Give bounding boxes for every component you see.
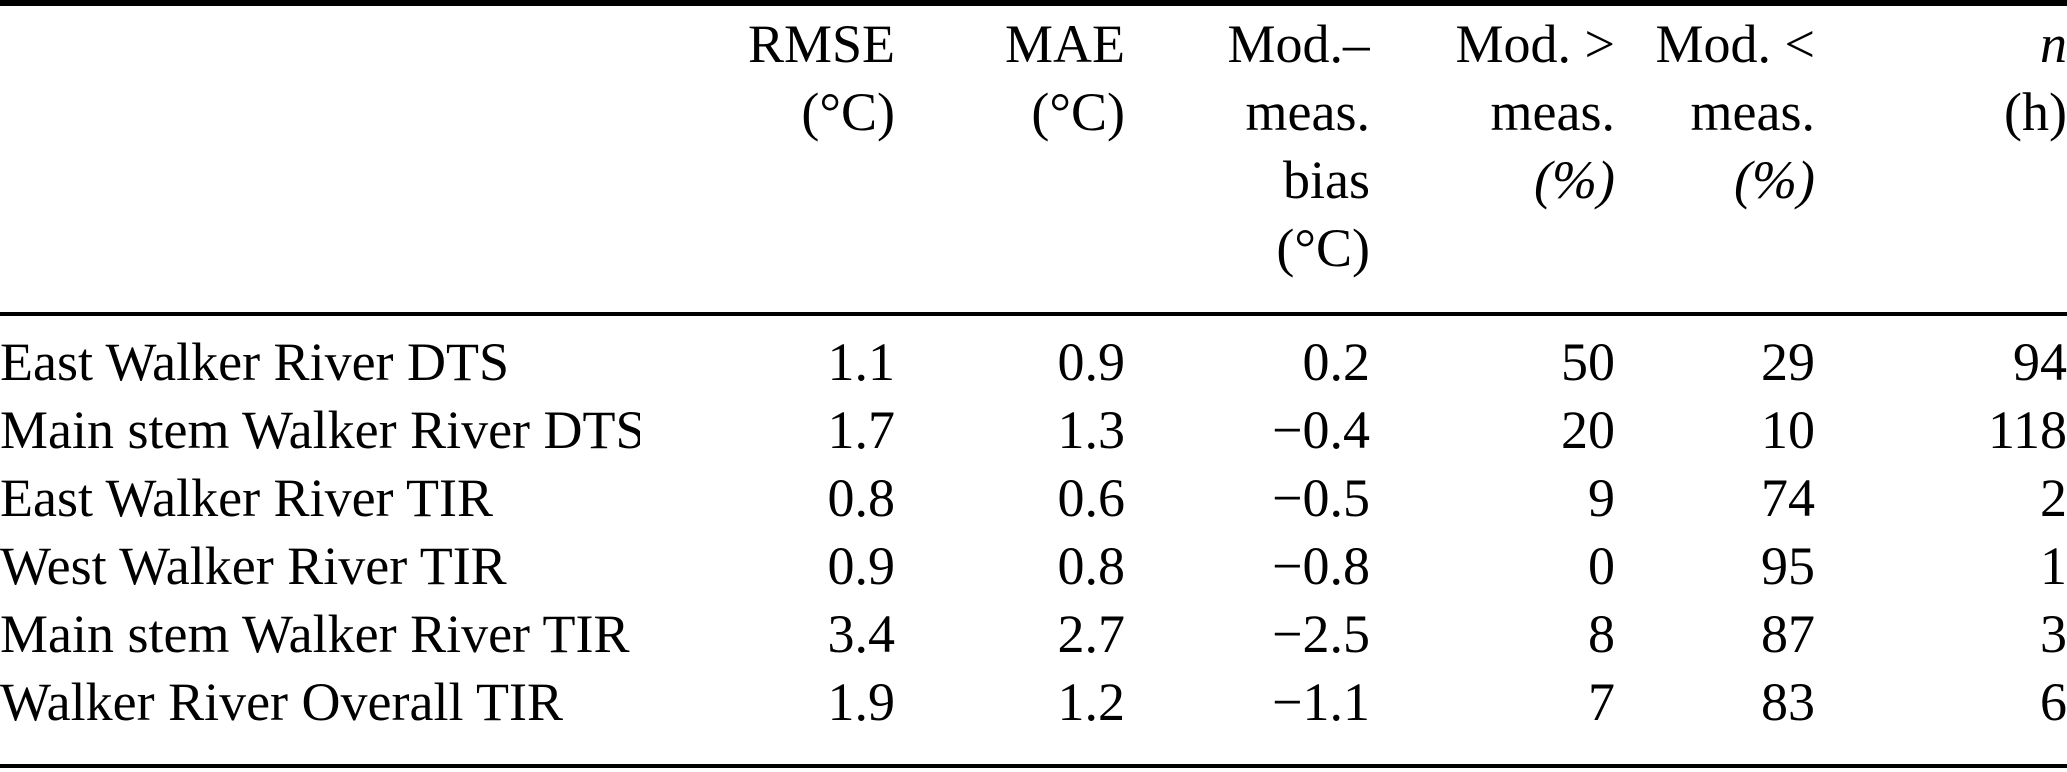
row-label-cell: Walker River Overall TIR: [0, 672, 563, 732]
header-line-bias-2: bias: [1283, 150, 1370, 210]
value-cell-mae: 0.9: [1057, 332, 1126, 392]
table-body: East Walker River DTS 1.1 0.9 0.2 50 29 94 Main…: [0, 314, 2067, 766]
value-cell-n: 1: [2040, 536, 2067, 596]
header-line-mod_gt-2: (%): [1534, 150, 1615, 210]
value-cell-bias: 0.2: [1302, 332, 1371, 392]
value-cell-mod_lt: 74: [1761, 468, 1815, 528]
table-row: Main stem Walker River DTS 1.7 1.3 −0.4 20 10…: [0, 396, 2067, 464]
value-cell-mod_lt: 95: [1761, 536, 1815, 596]
row-label-cell: East Walker River TIR: [0, 468, 494, 528]
table-header-row: RMSE (°C) MAE (°C) Mod.– meas. bias (°C) Mod. > m…: [0, 3, 2067, 316]
value-cell-bias: −0.5: [1272, 468, 1370, 528]
value-cell-rmse: 0.9: [827, 536, 896, 596]
value-cell-mod_gt: 7: [1588, 672, 1615, 732]
value-cell-rmse: 3.4: [827, 604, 896, 664]
header-line-mae-1: (°C): [1031, 82, 1125, 142]
value-cell-mod_lt: 10: [1761, 400, 1815, 460]
value-cell-n: 94: [2013, 332, 2067, 392]
header-cell-bias: Mod.– meas. bias (°C): [1125, 3, 1370, 316]
value-cell-bias: −2.5: [1272, 604, 1370, 664]
header-cell-mod_gt: Mod. > meas. (%): [1370, 3, 1615, 316]
header-line-n-0: n: [2040, 14, 2067, 74]
header-line-rmse-0: RMSE: [747, 14, 895, 74]
table-row: East Walker River TIR 0.8 0.6 −0.5 9 74 2: [0, 464, 2067, 532]
value-cell-mod_gt: 0: [1588, 536, 1615, 596]
header-line-mae-0: MAE: [1005, 14, 1125, 74]
header-cell-rmse: RMSE (°C): [640, 3, 895, 316]
header-line-mod_gt-1: meas.: [1490, 82, 1615, 142]
header-line-bias-0: Mod.–: [1227, 14, 1370, 74]
value-cell-n: 118: [1988, 400, 2067, 460]
header-cell-n: n (h): [1815, 3, 2067, 316]
value-cell-bias: −0.4: [1272, 400, 1370, 460]
value-cell-mod_lt: 29: [1761, 332, 1815, 392]
value-cell-mae: 2.7: [1057, 604, 1126, 664]
table-row: East Walker River DTS 1.1 0.9 0.2 50 29 94: [0, 314, 2067, 396]
header-line-n-1: (h): [2004, 82, 2067, 142]
value-cell-mod_gt: 50: [1561, 332, 1615, 392]
header-cell-site: [0, 3, 640, 316]
value-cell-mae: 0.6: [1057, 468, 1126, 528]
row-label-cell: West Walker River TIR: [0, 536, 507, 596]
header-line-rmse-1: (°C): [801, 82, 895, 142]
value-cell-mod_gt: 20: [1561, 400, 1615, 460]
value-cell-bias: −1.1: [1272, 672, 1370, 732]
header-line-bias-3: (°C): [1276, 218, 1370, 278]
header-cell-mae: MAE (°C): [895, 3, 1125, 316]
row-label-cell: Main stem Walker River DTS: [0, 400, 640, 460]
header-line-mod_lt-0: Mod. <: [1655, 14, 1815, 74]
table-header: RMSE (°C) MAE (°C) Mod.– meas. bias (°C) Mod. > m…: [0, 3, 2067, 316]
table-row: West Walker River TIR 0.9 0.8 −0.8 0 95 1: [0, 532, 2067, 600]
header-cell-mod_lt: Mod. < meas. (%): [1615, 3, 1815, 316]
value-cell-n: 2: [2040, 468, 2067, 528]
value-cell-mod_gt: 8: [1588, 604, 1615, 664]
value-cell-rmse: 1.7: [827, 400, 896, 460]
value-cell-rmse: 0.8: [827, 468, 896, 528]
value-cell-n: 3: [2040, 604, 2067, 664]
table-row: Walker River Overall TIR 1.9 1.2 −1.1 7 83 6: [0, 668, 2067, 766]
value-cell-mod_gt: 9: [1588, 468, 1615, 528]
row-label-cell: Main stem Walker River TIR: [0, 604, 630, 664]
value-cell-mod_lt: 83: [1761, 672, 1815, 732]
header-line-mod_gt-0: Mod. >: [1455, 14, 1615, 74]
value-cell-mae: 1.3: [1057, 400, 1126, 460]
value-cell-rmse: 1.9: [827, 672, 896, 732]
value-cell-mod_lt: 87: [1761, 604, 1815, 664]
value-cell-n: 6: [2040, 672, 2067, 732]
header-line-mod_lt-1: meas.: [1690, 82, 1815, 142]
header-line-mod_lt-2: (%): [1734, 150, 1815, 210]
table-row: Main stem Walker River TIR 3.4 2.7 −2.5 8 87 3: [0, 600, 2067, 668]
row-label-cell: East Walker River DTS: [0, 332, 510, 392]
value-cell-bias: −0.8: [1272, 536, 1370, 596]
value-cell-mae: 1.2: [1057, 672, 1126, 732]
header-line-bias-1: meas.: [1245, 82, 1370, 142]
value-cell-rmse: 1.1: [827, 332, 896, 392]
value-cell-mae: 0.8: [1057, 536, 1126, 596]
